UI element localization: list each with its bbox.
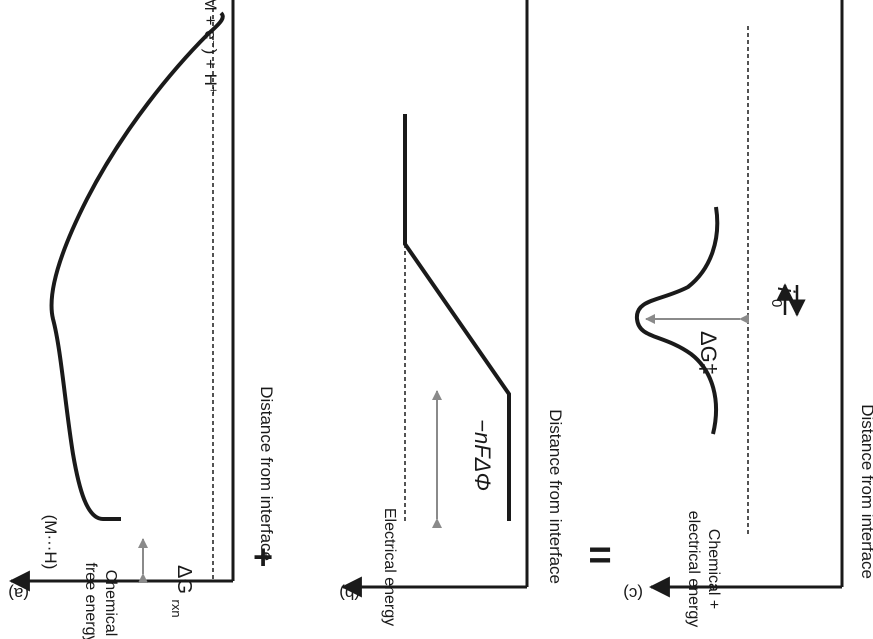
panel-b-y-axis-label: Electrical energy: [381, 508, 398, 626]
panel-c-label: (c): [623, 584, 643, 603]
panel-c-y-label-line2: electrical energy: [685, 511, 702, 628]
equals-operator: =: [588, 533, 611, 577]
panel-a-delta-g-main: ΔG: [173, 565, 195, 594]
panel-c-y-axis-label: Chemical + electrical energy: [685, 511, 722, 628]
panel-a-energy-curve: [49, 11, 225, 521]
panel-a-y-axis-label: Chemical free energy: [82, 563, 119, 639]
panel-a-delta-g-label: ΔG rxn: [169, 565, 195, 618]
figure-rotated-group: (a) Chemical free energy Distance from i…: [8, 0, 873, 639]
panel-b: (b) Electrical energy Distance from inte…: [339, 0, 565, 626]
panel-a-x-axis-label: Distance from interface: [257, 386, 276, 561]
panel-c-current-sub: 0: [768, 299, 785, 307]
panel-c: (c) Chemical + electrical energy Distanc…: [623, 0, 873, 627]
panel-c-exchange-current-label: i 0: [768, 287, 799, 307]
panel-a-y-label-line2: free energy: [82, 563, 99, 639]
plus-operator: +: [253, 538, 273, 576]
panel-a: (a) Chemical free energy Distance from i…: [8, 0, 276, 639]
panel-c-barrier-curve: [634, 206, 720, 435]
panel-c-x-axis-label: Distance from interface: [858, 404, 873, 579]
panel-a-delta-g-sub: rxn: [169, 599, 184, 617]
panel-a-end-state-label: (M + e⁻) + H⁺: [201, 0, 220, 95]
panel-b-x-axis-label: Distance from interface: [546, 409, 565, 584]
panel-b-potential-curve: [403, 114, 511, 521]
panel-b-delta-phi-label: −nFΔΦ: [470, 419, 495, 491]
panel-a-y-label-line1: Chemical: [102, 570, 119, 637]
panel-c-delta-g-label: ΔG‡: [696, 331, 721, 375]
panel-a-start-state-label: (M···H): [41, 515, 60, 570]
panel-c-y-label-line1: Chemical +: [705, 529, 722, 609]
panel-a-label: (a): [8, 584, 29, 603]
